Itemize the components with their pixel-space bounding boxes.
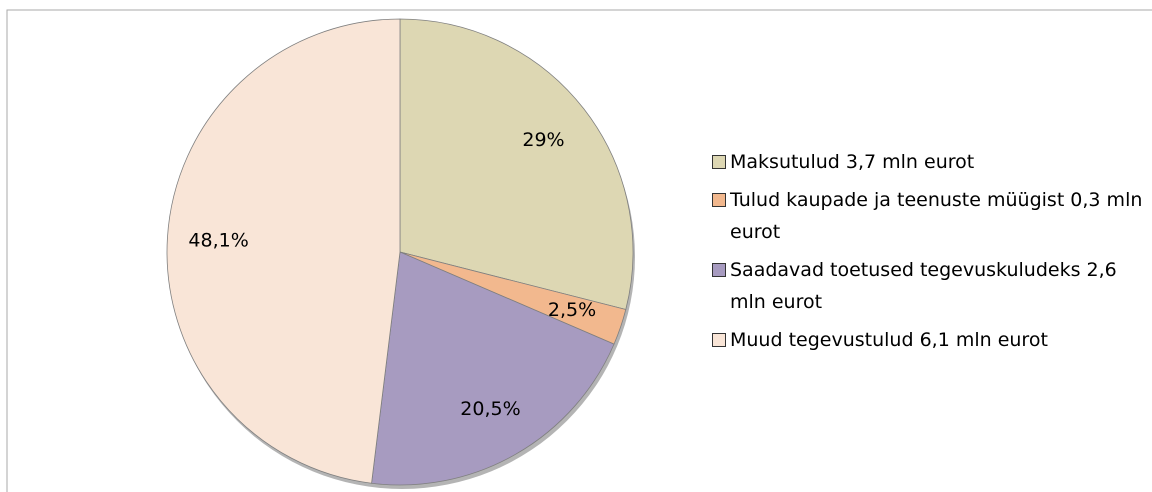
data-label: 29% xyxy=(522,129,564,151)
pie-slice xyxy=(166,18,401,484)
labels: 29% 2,5% 20,5% 48,1% xyxy=(188,129,596,420)
data-label: 2,5% xyxy=(548,299,596,321)
pie-slice xyxy=(371,251,615,486)
legend-item: Muud tegevustulud 6,1 mln eurot xyxy=(712,324,1150,356)
data-label: 20,5% xyxy=(460,398,520,420)
pie-slice xyxy=(399,18,634,311)
legend-label: Tulud kaupade ja teenuste müügist 0,3 ml… xyxy=(730,189,1143,243)
legend-item: Maksutulud 3,7 mln eurot xyxy=(712,146,1150,178)
legend-item: Saadavad toetused tegevuskuludeks 2,6 ml… xyxy=(712,254,1150,318)
data-label: 48,1% xyxy=(188,229,248,251)
legend-swatch xyxy=(712,263,726,277)
legend-item: Tulud kaupade ja teenuste müügist 0,3 ml… xyxy=(712,184,1150,248)
legend-label: Saadavad toetused tegevuskuludeks 2,6 ml… xyxy=(730,259,1117,313)
legend: Maksutulud 3,7 mln eurot Tulud kaupade ja… xyxy=(712,146,1150,362)
legend-label: Maksutulud 3,7 mln eurot xyxy=(730,151,975,173)
legend-swatch xyxy=(712,193,726,207)
slices xyxy=(166,18,634,486)
legend-label: Muud tegevustulud 6,1 mln eurot xyxy=(730,329,1048,351)
legend-swatch xyxy=(712,333,726,347)
legend-swatch xyxy=(712,155,726,169)
chart-frame xyxy=(6,9,1152,492)
